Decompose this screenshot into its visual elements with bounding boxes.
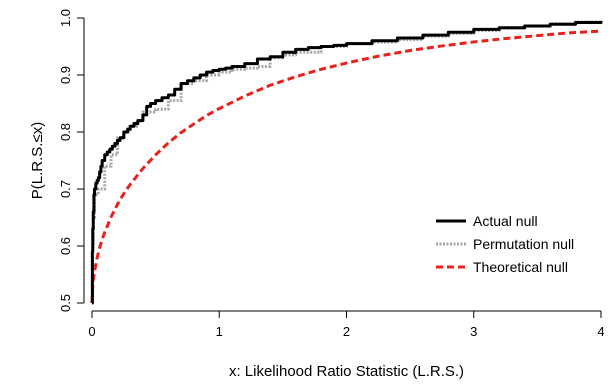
x-tick-label: 0 [88,324,95,339]
y-tick-label: 0.6 [58,237,73,255]
legend-label: Actual null [473,213,538,229]
y-tick-label: 0.7 [58,180,73,198]
y-tick-label: 1.0 [58,9,73,27]
y-tick-label: 0.5 [58,294,73,312]
series-line-actual-null [90,20,603,305]
x-tick-label: 2 [343,324,350,339]
x-tick-label: 1 [216,324,223,339]
series-line-theoretical-null [90,29,602,304]
x-tick-label: 4 [597,324,604,339]
x-tick-label: 3 [470,324,477,339]
legend: Actual null Permutation null Theoretical n… [436,213,574,275]
x-axis: 0 1 2 3 4 [88,310,605,339]
y-axis: 0.5 0.6 0.7 0.8 0.9 1.0 [58,9,85,312]
plot-series-group [90,20,603,305]
legend-label: Theoretical null [473,259,568,275]
y-axis-title: P(L.R.S.≤x) [29,122,46,199]
y-tick-label: 0.9 [58,66,73,84]
y-tick-label: 0.8 [58,123,73,141]
legend-label: Permutation null [473,236,574,252]
x-axis-title: x: Likelihood Ratio Statistic (L.R.S.) [229,363,464,380]
